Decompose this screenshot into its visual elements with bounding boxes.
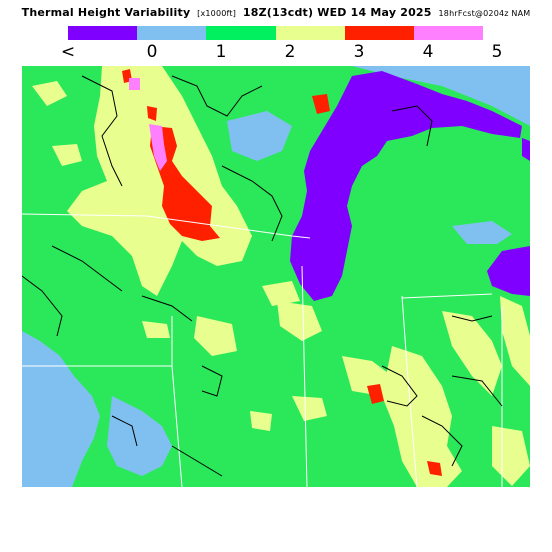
color-legend	[68, 26, 484, 40]
legend-label-4: 4	[422, 42, 434, 62]
legend-swatch-4-5	[413, 26, 484, 40]
map-title: Thermal Height Variability [x1000ft] 18Z…	[0, 6, 552, 19]
legend-labels: < 0 1 2 3 4 5	[0, 42, 552, 62]
title-main: Thermal Height Variability	[21, 6, 191, 19]
upper-peninsula-land	[377, 151, 432, 196]
legend-label-1: 1	[215, 42, 227, 62]
legend-label-0: 0	[146, 42, 158, 62]
low-thermal-regions	[22, 66, 530, 487]
contour-lines	[22, 75, 503, 477]
state-boundaries	[22, 213, 503, 487]
legend-swatch-0-1	[137, 26, 207, 40]
lake-erie-huron	[487, 246, 530, 296]
great-lakes	[290, 71, 530, 301]
legend-label-2: 2	[284, 42, 296, 62]
legend-label-less: <	[60, 42, 76, 62]
legend-swatch-below-0	[68, 26, 138, 40]
legend-swatch-3-4	[344, 26, 414, 40]
thermal-height-map	[22, 66, 530, 487]
legend-swatch-1-2	[206, 26, 276, 40]
high-thermal-regions	[122, 69, 442, 476]
very-high-thermal-regions	[129, 78, 167, 171]
title-time: 18Z(13cdt) WED 14 May 2025	[242, 6, 432, 19]
title-units: [x1000ft]	[197, 9, 237, 18]
lake-michigan-superior	[290, 71, 522, 301]
legend-swatch-2-3	[275, 26, 345, 40]
map-canvas	[22, 66, 530, 487]
legend-label-3: 3	[353, 42, 365, 62]
title-forecast: 18hrFcst@0204z NAM	[438, 9, 531, 18]
legend-label-5: 5	[491, 42, 503, 62]
